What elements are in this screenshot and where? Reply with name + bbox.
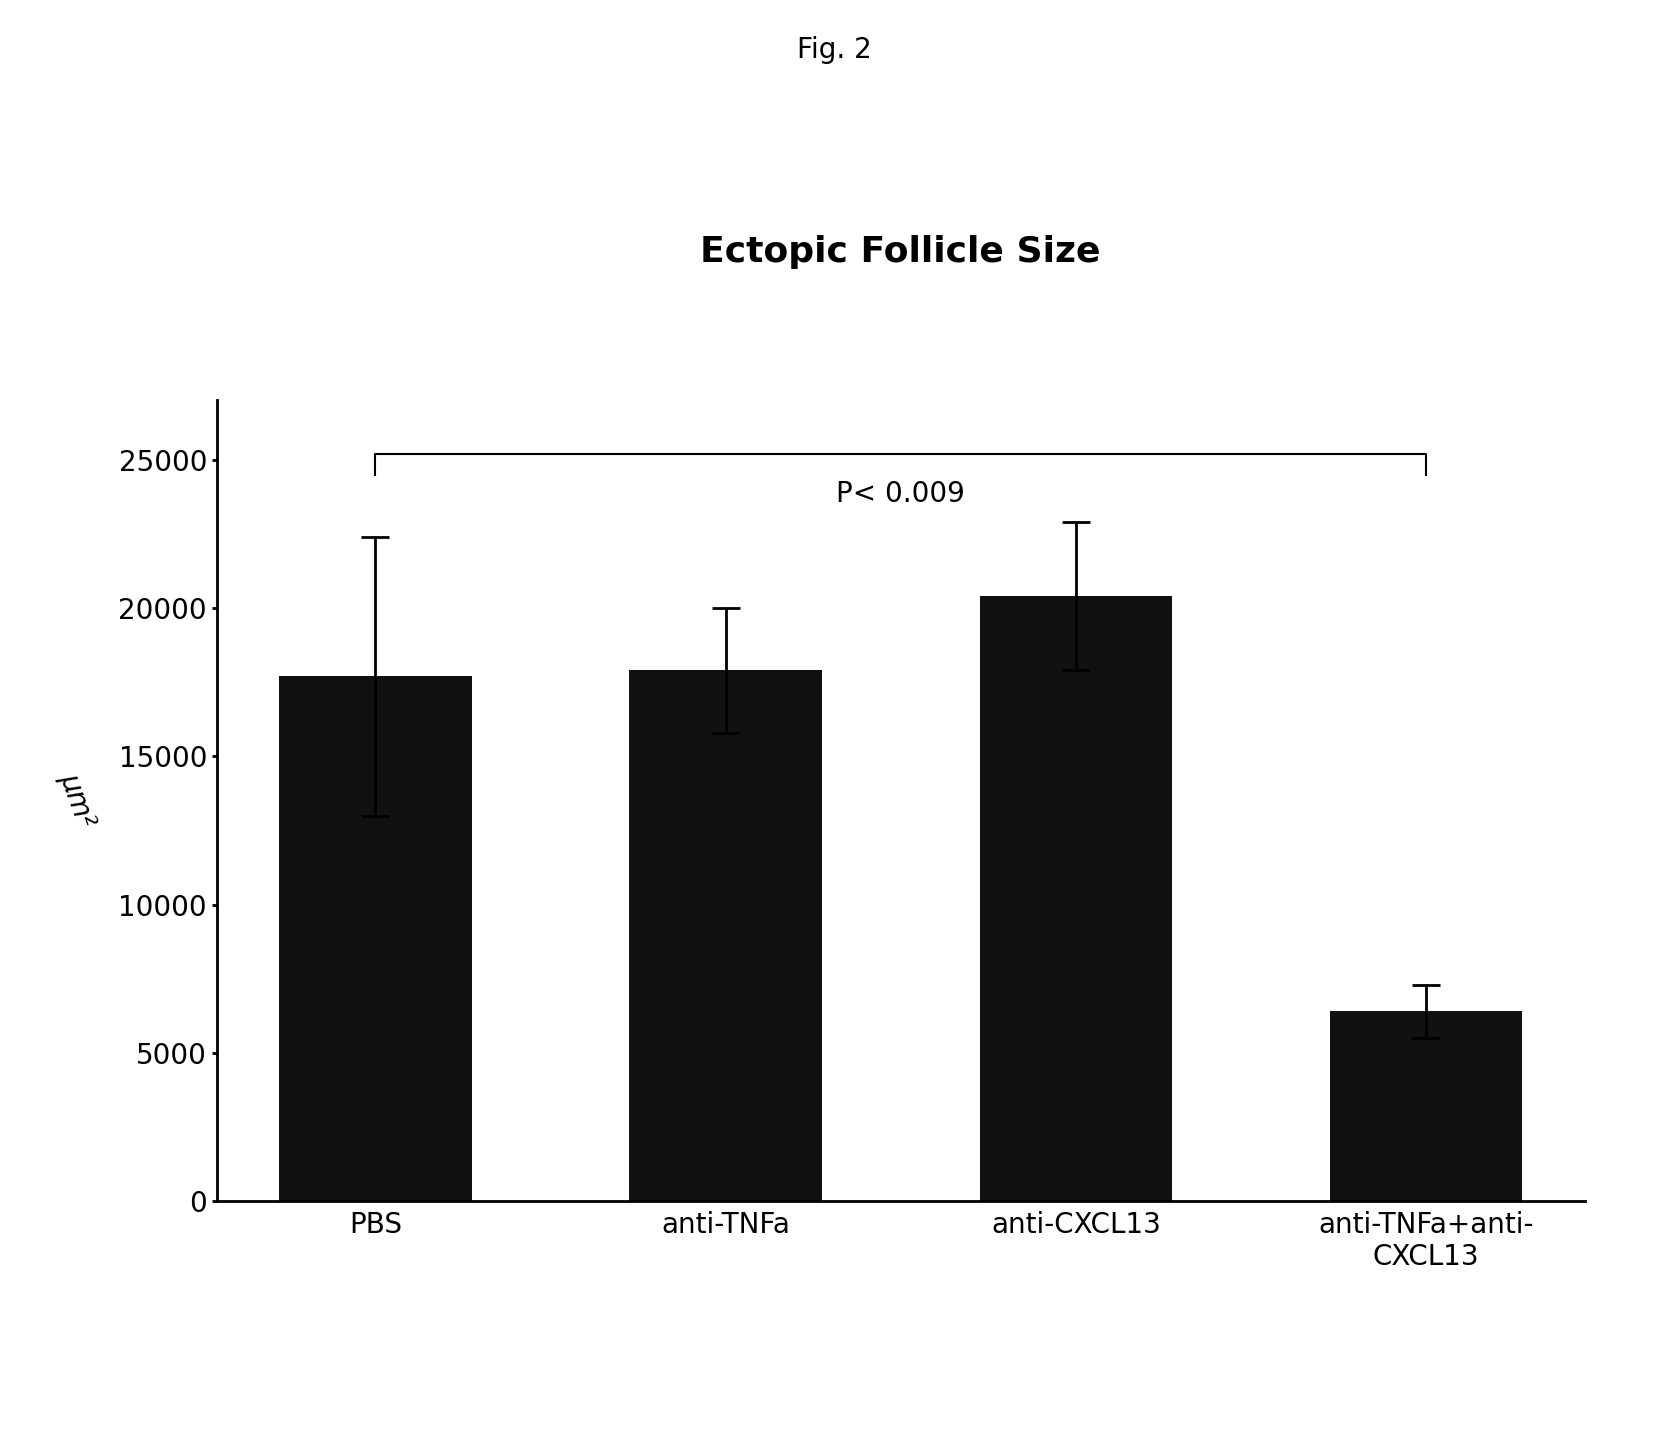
Bar <box>979 596 1173 1201</box>
Bar <box>279 676 472 1201</box>
Text: Fig. 2: Fig. 2 <box>797 36 871 64</box>
Y-axis label: μm²: μm² <box>53 769 100 832</box>
Bar <box>1329 1011 1523 1201</box>
Bar <box>629 671 822 1201</box>
Title: Ectopic Follicle Size: Ectopic Follicle Size <box>701 235 1101 269</box>
Text: P< 0.009: P< 0.009 <box>836 480 966 509</box>
